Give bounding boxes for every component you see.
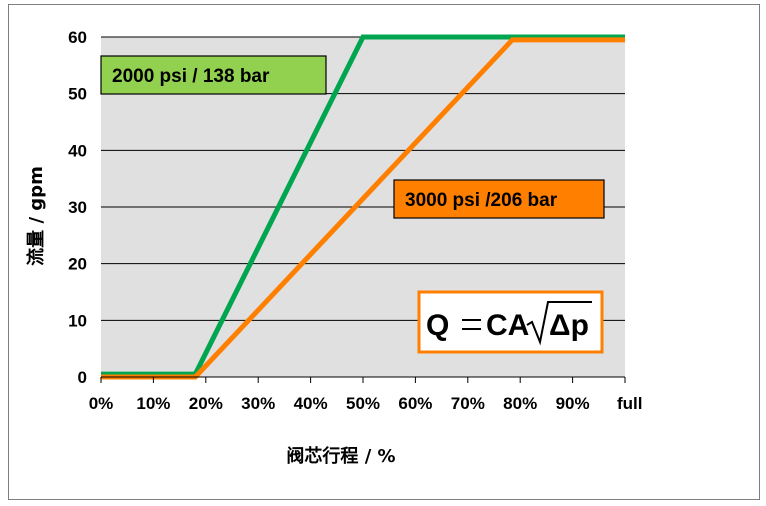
x-tick-label: 90% xyxy=(556,394,590,413)
x-axis-title: 阀芯行程 / % xyxy=(286,445,395,467)
formula-delta-p: Δp xyxy=(549,309,589,342)
x-tick-label: 30% xyxy=(241,394,275,413)
annotation-2000psi: 2000 psi / 138 bar xyxy=(100,55,327,95)
formula-sqrt-sign xyxy=(526,301,592,346)
y-tick-label: 20 xyxy=(68,255,87,274)
chart-frame xyxy=(8,4,760,500)
x-tick-label: 20% xyxy=(189,394,223,413)
annotation-2000psi-box xyxy=(100,55,327,95)
formula-ca: CA xyxy=(486,309,529,342)
y-tick-label: 30 xyxy=(68,198,87,217)
x-tick-label: 0% xyxy=(89,394,114,413)
y-tick-label: 10 xyxy=(68,311,87,330)
y-tick-label: 60 xyxy=(68,28,87,47)
y-tick-labels: 0 10 20 30 40 50 60 xyxy=(68,28,87,387)
annotation-2000psi-text: 2000 psi / 138 bar xyxy=(112,66,270,87)
x-tick-label: full xyxy=(617,394,643,413)
formula-q: Q xyxy=(426,309,449,342)
annotation-3000psi: 3000 psi /206 bar xyxy=(393,179,605,219)
x-tick-label: 70% xyxy=(451,394,485,413)
annotation-3000psi-box xyxy=(393,179,605,219)
y-axis-title: 流量 / gpm xyxy=(25,166,47,266)
y-tick-label: 40 xyxy=(68,141,87,160)
x-tick-labels: 0% 10% 20% 30% 40% 50% 60% 70% 80% 90% full xyxy=(89,377,643,413)
x-tick-label: 40% xyxy=(294,394,328,413)
x-tick-label: 80% xyxy=(503,394,537,413)
y-tick-label: 0 xyxy=(78,368,87,387)
x-tick-label: 60% xyxy=(398,394,432,413)
x-tick-label: 50% xyxy=(346,394,380,413)
y-tick-label: 50 xyxy=(68,85,87,104)
x-tick-label: 10% xyxy=(136,394,170,413)
formula-annotation: Q CA Δp xyxy=(417,290,604,354)
series-line-0 xyxy=(101,34,625,377)
annotation-3000psi-text: 3000 psi /206 bar xyxy=(405,190,558,211)
